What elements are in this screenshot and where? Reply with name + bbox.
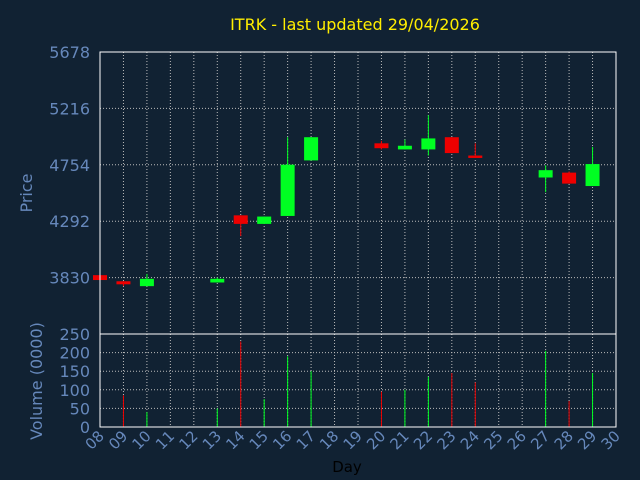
candle-body [304, 137, 319, 161]
price-tick-label: 4292 [49, 212, 90, 231]
candle-body [374, 143, 389, 149]
volume-tick-label: 250 [59, 325, 90, 344]
volume-axis-label: Volume (0000) [27, 322, 46, 440]
volume-tick-label: 0 [80, 418, 90, 437]
price-tick-label: 3830 [49, 269, 90, 288]
candle-body [421, 138, 436, 150]
candle-body [562, 172, 577, 184]
candles [93, 115, 600, 287]
price-axis-label: Price [17, 173, 36, 212]
candle-body [468, 155, 483, 158]
candle-body [444, 137, 459, 154]
volume-tick-label: 50 [70, 399, 90, 418]
candle-body [280, 164, 295, 216]
candle-body [397, 145, 412, 150]
candle-body [210, 278, 225, 283]
candle-body [233, 215, 248, 224]
candle-body [257, 216, 272, 224]
price-panel-frame [99, 51, 617, 428]
x-axis-label: Day [332, 458, 362, 476]
volume-tick-label: 200 [59, 344, 90, 363]
volume-bars [99, 341, 594, 427]
price-tick-label: 4754 [49, 156, 90, 175]
chart-title: ITRK - last updated 29/04/2026 [230, 15, 480, 34]
volume-tick-label: 100 [59, 381, 90, 400]
candle-body [139, 278, 154, 287]
price-tick-label: 5678 [49, 43, 90, 62]
candle-body [538, 170, 553, 178]
candle-body [116, 281, 131, 285]
day-axis: 0809101112131415161718192021222324252627… [82, 427, 624, 453]
price-axis: 5678 5216 4754 4292 3830 [49, 43, 90, 288]
price-tick-label: 5216 [49, 99, 90, 118]
volume-tick-label: 150 [59, 362, 90, 381]
candle-body [585, 164, 600, 187]
